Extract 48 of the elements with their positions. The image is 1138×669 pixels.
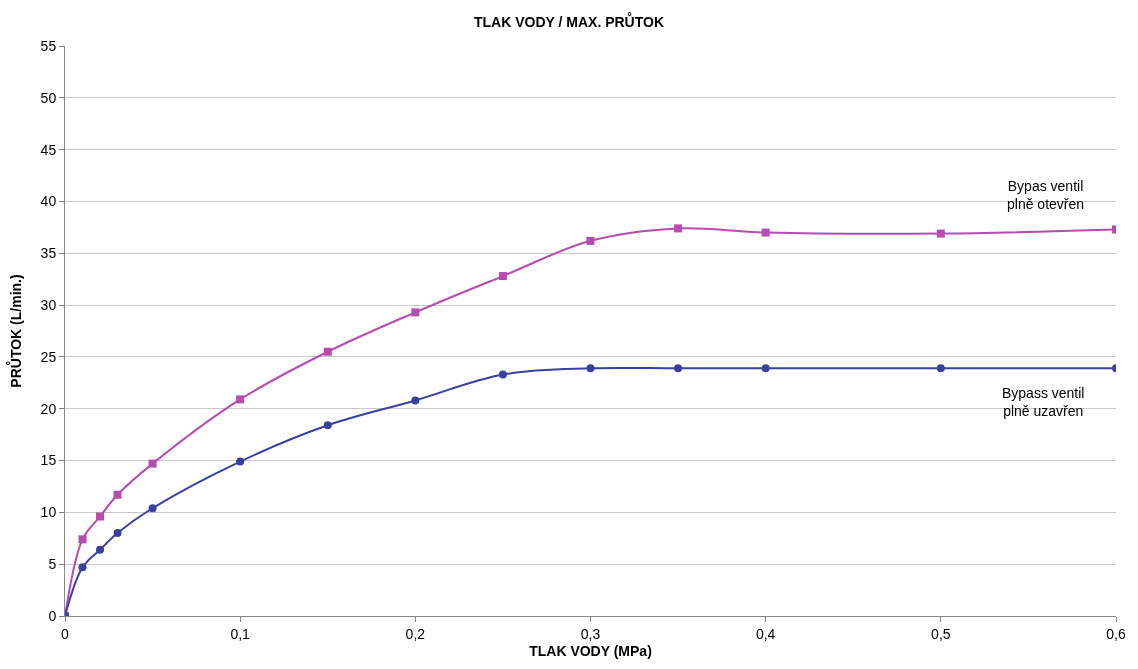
x-tick-label: 0,6 xyxy=(1106,625,1126,642)
point xyxy=(148,504,157,513)
point xyxy=(586,364,595,373)
y-tick-label: 0 xyxy=(48,607,57,624)
y-tick-label: 5 xyxy=(48,556,57,573)
point xyxy=(96,512,105,521)
point xyxy=(236,457,245,466)
point xyxy=(96,545,105,554)
point xyxy=(411,308,420,317)
series-label: Bypass ventil plně uzavřen xyxy=(1002,385,1085,420)
point xyxy=(78,563,87,572)
y-tick-label: 40 xyxy=(40,193,57,210)
point xyxy=(498,272,507,281)
y-tick-label: 25 xyxy=(40,348,57,365)
y-tick-label: 50 xyxy=(40,89,57,106)
point xyxy=(498,370,507,379)
point xyxy=(674,364,683,373)
y-tick-label: 30 xyxy=(40,296,57,313)
series-label: Bypas ventil plně otevřen xyxy=(1007,178,1085,213)
y-tick-label: 45 xyxy=(40,141,57,158)
y-tick-label: 20 xyxy=(40,400,57,417)
point xyxy=(113,490,122,499)
x-tick-label: 0,5 xyxy=(931,625,951,642)
y-tick-label: 15 xyxy=(40,452,57,469)
y-axis-title: PRŮTOK (L/min.) xyxy=(6,274,25,388)
point xyxy=(936,229,945,238)
x-tick-label: 0,1 xyxy=(230,625,251,642)
point xyxy=(411,396,420,405)
point xyxy=(761,364,770,373)
point xyxy=(674,224,683,233)
y-tick-label: 35 xyxy=(40,245,57,262)
point xyxy=(113,529,122,538)
point xyxy=(323,347,332,356)
point xyxy=(78,535,87,544)
x-tick-label: 0 xyxy=(61,625,70,642)
x-tick-label: 0,2 xyxy=(405,625,426,642)
point xyxy=(761,228,770,237)
x-tick-label: 0,3 xyxy=(580,625,601,642)
y-tick-label: 10 xyxy=(40,504,57,521)
y-tick-label: 55 xyxy=(40,37,57,54)
x-axis-title: TLAK VODY (MPa) xyxy=(529,643,652,660)
x-tick-label: 0,4 xyxy=(755,625,776,642)
chart-title: TLAK VODY / MAX. PRŮTOK xyxy=(473,11,665,30)
point xyxy=(323,421,332,430)
point xyxy=(148,459,157,468)
point xyxy=(936,364,945,373)
point xyxy=(236,395,245,404)
point xyxy=(586,236,595,245)
